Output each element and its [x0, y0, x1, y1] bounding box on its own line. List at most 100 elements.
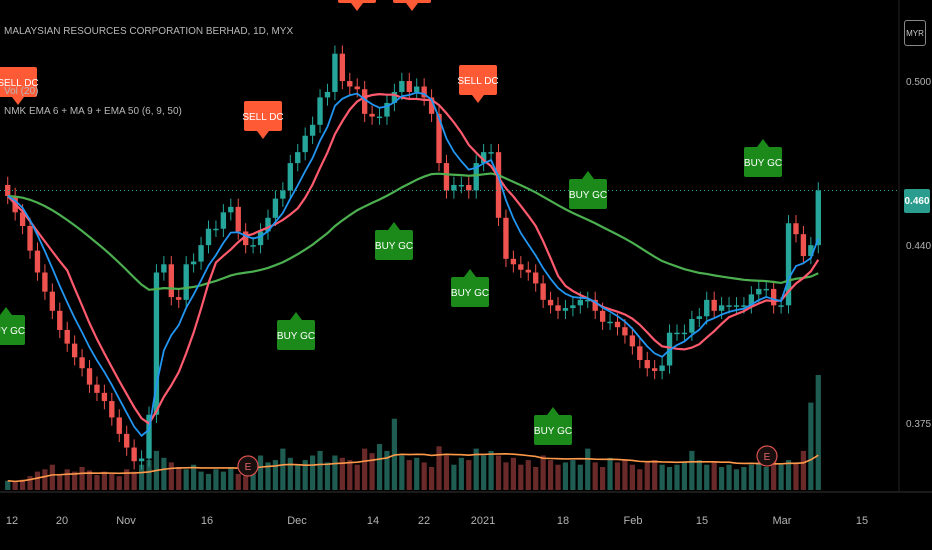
candle — [674, 332, 680, 335]
candle — [614, 321, 621, 328]
candle — [49, 291, 56, 311]
volume-bar — [57, 473, 63, 490]
volume-bar — [310, 455, 316, 490]
volume-bar — [131, 471, 137, 490]
volume-bar — [280, 448, 286, 490]
candle — [756, 288, 762, 295]
volume-ma-line — [7, 452, 819, 483]
volume-bar — [302, 460, 308, 490]
volume-bar — [488, 450, 494, 490]
candle — [5, 184, 11, 196]
volume-bar — [19, 479, 26, 490]
candle — [436, 113, 442, 164]
volume-bar — [324, 462, 331, 490]
candle — [644, 360, 650, 369]
volume-bar — [235, 473, 241, 490]
volume-bar — [614, 462, 621, 490]
volume-bar — [540, 455, 546, 490]
volume-bar — [428, 467, 435, 490]
volume-bar — [183, 469, 189, 490]
candle — [629, 335, 636, 347]
candle — [183, 264, 189, 300]
volume-bar — [637, 469, 643, 490]
volume-bar — [763, 467, 769, 490]
candle — [161, 264, 167, 273]
candle — [726, 305, 732, 307]
volume-bar — [406, 460, 412, 490]
volume-bar — [5, 480, 11, 490]
volume-bar — [562, 462, 569, 490]
candle — [361, 89, 368, 114]
volume-bar — [220, 471, 226, 490]
symbol-title: MALAYSIAN RESOURCES CORPORATION BERHAD, … — [4, 26, 294, 37]
candle — [153, 272, 160, 415]
signal-label: BUY GC — [744, 158, 782, 169]
volume-bar — [347, 460, 353, 490]
volume-bar — [592, 462, 598, 490]
volume-bar — [652, 460, 658, 490]
volume-bar — [793, 462, 799, 490]
volume-bar — [27, 476, 33, 490]
volume-bar — [800, 450, 807, 490]
volume-bar — [138, 464, 145, 490]
candle — [34, 250, 41, 273]
volume-bar — [533, 467, 539, 490]
candle — [198, 245, 204, 262]
volume-bar — [72, 471, 78, 490]
signal-label: BUY GC — [451, 288, 489, 299]
x-tick-label: 12 — [6, 515, 18, 527]
sell-signal-arrow — [472, 95, 484, 103]
volume-bar — [681, 462, 688, 490]
sell-signal-arrow — [406, 3, 418, 11]
x-tick-label: 16 — [201, 515, 213, 527]
volume-bar — [443, 455, 450, 490]
volume-bar — [109, 473, 115, 490]
volume-bar — [272, 460, 279, 490]
sell-signal-box — [244, 101, 282, 131]
volume-bar — [376, 444, 383, 490]
volume-bar — [748, 464, 754, 490]
ema-indicator-label: NMK EMA 6 + MA 9 + EMA 50 (6, 9, 50) — [4, 106, 182, 117]
candle — [168, 264, 174, 298]
candle — [696, 316, 702, 319]
volume-bar — [622, 460, 628, 490]
sell-signal-arrow — [351, 3, 363, 11]
candle — [562, 308, 569, 311]
x-tick-label: 15 — [856, 515, 868, 527]
volume-bar — [191, 464, 197, 490]
candle — [577, 299, 583, 306]
volume-bar — [785, 460, 792, 490]
candle — [399, 81, 405, 92]
volume-bar — [414, 457, 420, 490]
buy-signal-box — [451, 277, 489, 307]
candle — [785, 223, 792, 306]
x-tick-label: 22 — [418, 515, 430, 527]
candle — [332, 53, 338, 92]
candle — [451, 184, 457, 191]
currency-button[interactable]: MYR — [904, 20, 926, 46]
volume-bar — [64, 469, 70, 490]
volume-bar — [666, 467, 673, 490]
candle — [718, 305, 725, 311]
candle — [205, 228, 212, 246]
candle — [704, 299, 710, 317]
volume-bar — [815, 375, 821, 490]
candle — [778, 305, 784, 307]
buy-signal-arrow — [0, 307, 12, 315]
candle — [488, 152, 494, 154]
last-price-tag: 0.460 — [904, 189, 930, 213]
volume-bar — [124, 469, 130, 490]
candle — [228, 206, 234, 213]
candle — [607, 321, 613, 324]
volume-bar — [458, 457, 464, 490]
volume-bar — [49, 464, 55, 490]
candle — [347, 81, 353, 87]
candle — [659, 365, 665, 371]
x-tick-label: Mar — [773, 515, 792, 527]
candle — [406, 81, 412, 92]
candle — [369, 113, 375, 117]
ema6-line — [7, 91, 820, 438]
buy-signal-arrow — [388, 222, 400, 230]
candle — [540, 283, 546, 300]
